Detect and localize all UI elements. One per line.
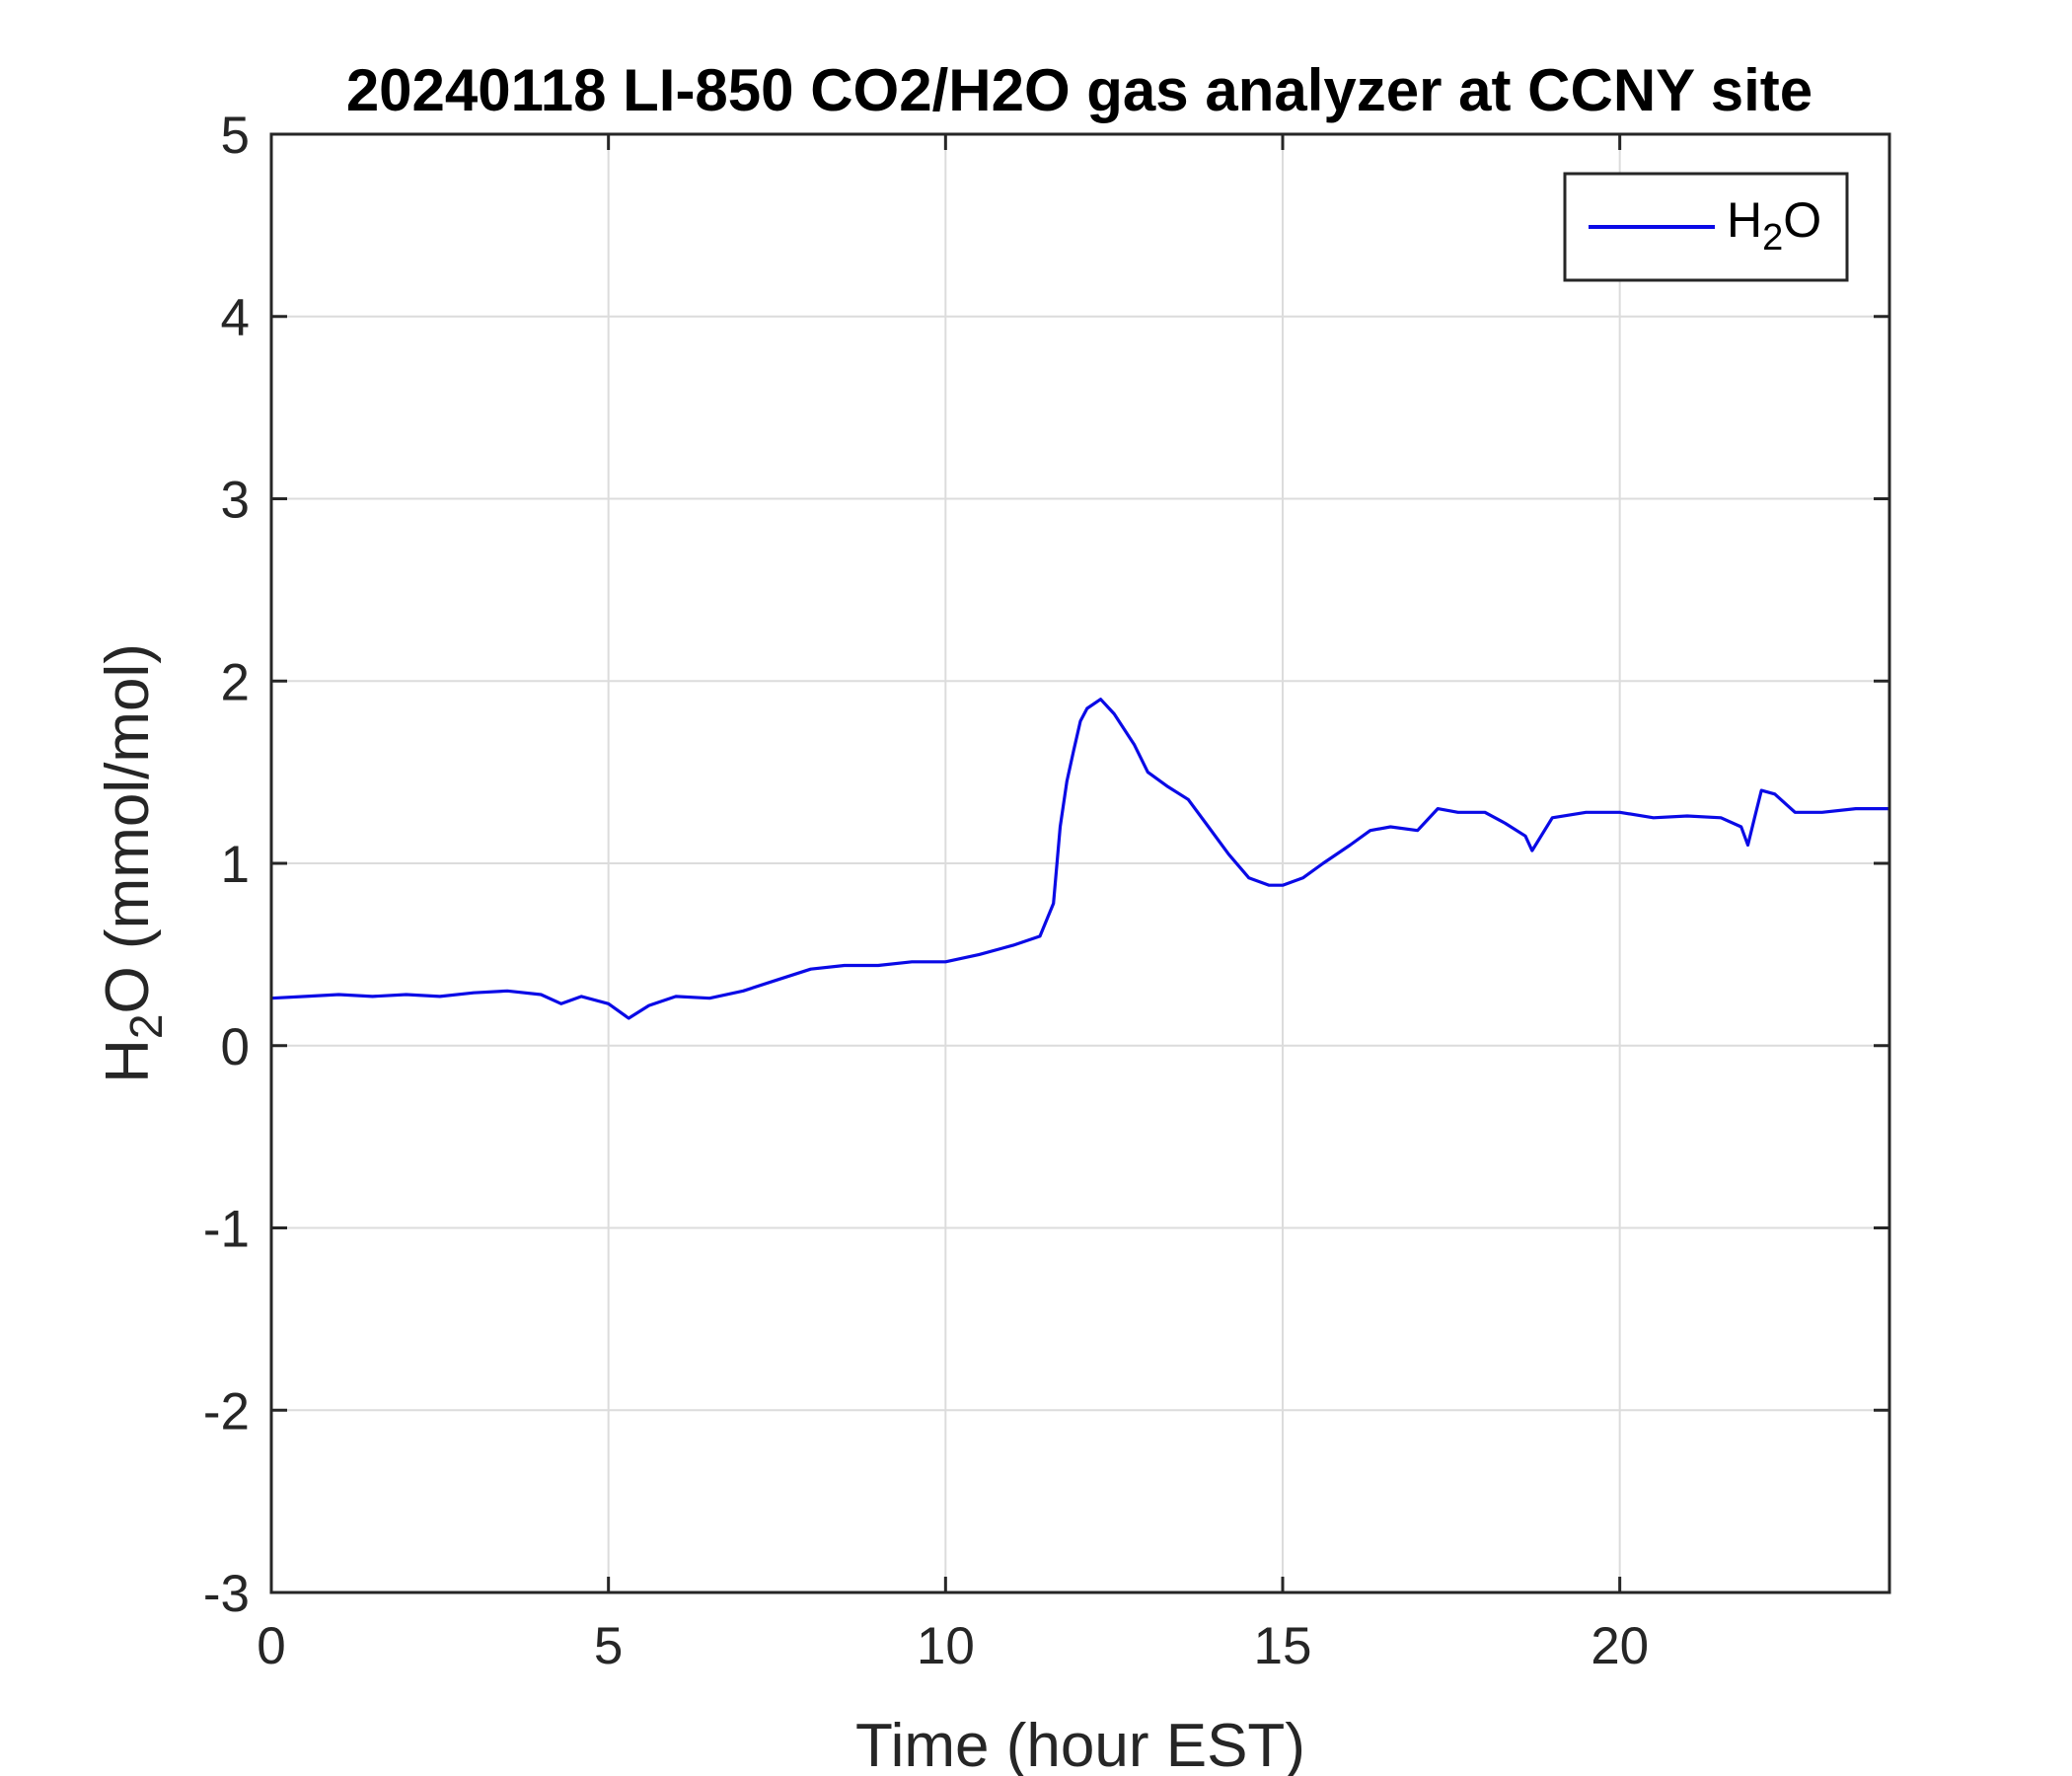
y-tick-label: -3 (203, 1565, 250, 1623)
x-tick-labels: 0 5 10 15 20 (257, 1617, 1649, 1675)
plot-area (269, 132, 1891, 1594)
y-tick-label: 1 (221, 836, 250, 894)
legend: H2O (1563, 172, 1849, 282)
chart-title: 20240118 LI-850 CO2/H2O gas analyzer at … (346, 57, 1813, 123)
y-tick-label: 0 (221, 1018, 250, 1076)
y-tick-label: 4 (221, 289, 250, 347)
y-tick-labels: -3 -2 -1 0 1 2 3 4 5 (203, 107, 250, 1623)
series-line-h2o (270, 698, 1889, 1020)
y-tick-label: 2 (221, 653, 250, 711)
y-tick-label: 5 (221, 107, 250, 165)
x-tick-label: 0 (257, 1617, 285, 1675)
series-layer (270, 698, 1889, 1020)
x-tick-label: 20 (1591, 1617, 1649, 1675)
x-tick-label: 15 (1254, 1617, 1312, 1675)
y-tick-label: -1 (203, 1201, 250, 1259)
x-axis-label: Time (hour EST) (855, 1712, 1305, 1776)
y-axis-label-main: H (94, 1039, 162, 1083)
y-tick-label: -2 (203, 1382, 250, 1441)
x-tick-label: 10 (917, 1617, 975, 1675)
y-tick-label: 3 (221, 472, 250, 530)
plot-frame (269, 132, 1891, 1594)
x-tick-label: 5 (594, 1617, 623, 1675)
y-axis-label: H2O (mmol/mol) (94, 643, 172, 1083)
y-axis-label-rest: O (mmol/mol) (94, 643, 162, 1013)
legend-entry-subscript: 2 (1762, 217, 1783, 259)
legend-entry-main: H (1727, 192, 1762, 248)
legend-entry-rest: O (1783, 192, 1821, 248)
y-axis-label-subscript: 2 (120, 1014, 172, 1040)
legend-entry: H2O (1727, 192, 1821, 259)
